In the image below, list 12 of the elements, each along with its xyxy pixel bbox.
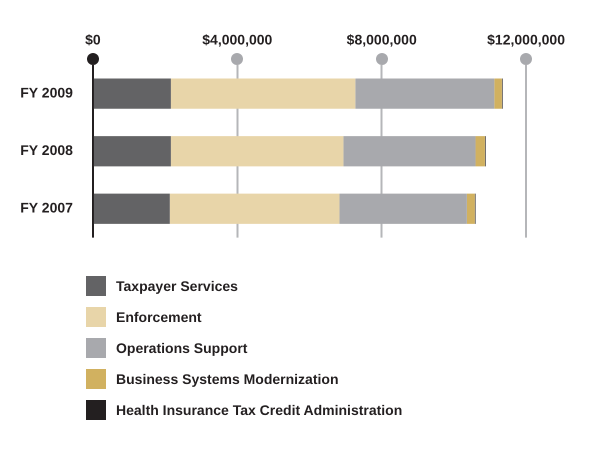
y-tick-label: FY 2007 — [20, 200, 74, 216]
y-tick-label: FY 2008 — [20, 142, 74, 158]
y-tick-label: FY 2009 — [20, 84, 74, 100]
legend-label: Enforcement — [116, 308, 202, 324]
x-tick-label: $0 — [85, 31, 101, 48]
legend-label: Health Insurance Tax Credit Administration — [116, 402, 402, 418]
x-tick-label: $8,000,000 — [346, 31, 417, 48]
x-tick-label: $4,000,000 — [202, 31, 273, 48]
x-tick-label: $12,000,000 — [487, 31, 566, 48]
legend-label: Taxpayer Services — [116, 278, 238, 294]
legend-label: Operations Support — [116, 340, 248, 356]
legend-label: Business Systems Modernization — [116, 370, 339, 386]
